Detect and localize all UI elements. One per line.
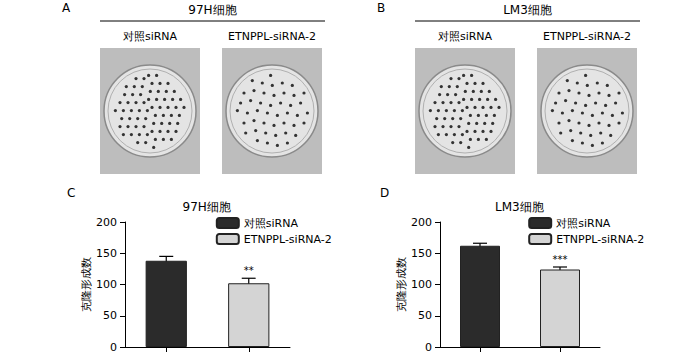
svg-text:C: C — [67, 186, 75, 200]
svg-text:ETNPPL-siRNA-2: ETNPPL-siRNA-2 — [228, 30, 316, 43]
svg-text:ETNPPL-siRNA-2: ETNPPL-siRNA-2 — [556, 233, 644, 246]
svg-text:ETNPPL-siRNA-2: ETNPPL-siRNA-2 — [244, 233, 332, 246]
svg-text:A: A — [62, 1, 71, 15]
svg-text:ETNPPL-siRNA-2: ETNPPL-siRNA-2 — [543, 30, 631, 43]
svg-text:克隆形成数: 克隆形成数 — [80, 257, 93, 312]
svg-text:***: *** — [553, 254, 568, 265]
svg-text:97H细胞: 97H细胞 — [188, 3, 236, 17]
svg-text:对照siRNA: 对照siRNA — [244, 217, 299, 230]
svg-text:**: ** — [244, 265, 254, 276]
svg-text:150: 150 — [96, 247, 117, 260]
svg-text:100: 100 — [411, 278, 432, 291]
svg-text:对照siRNA: 对照siRNA — [556, 217, 611, 230]
svg-text:LM3细胞: LM3细胞 — [503, 3, 552, 17]
svg-text:对照siRNA: 对照siRNA — [438, 30, 493, 43]
svg-text:克隆形成数: 克隆形成数 — [395, 257, 408, 312]
svg-text:100: 100 — [96, 278, 117, 291]
svg-text:50: 50 — [103, 309, 117, 322]
svg-text:0: 0 — [425, 341, 432, 354]
svg-text:B: B — [377, 1, 385, 15]
svg-text:0: 0 — [110, 341, 117, 354]
svg-text:50: 50 — [418, 309, 432, 322]
svg-text:97H细胞: 97H细胞 — [183, 200, 231, 214]
svg-text:200: 200 — [411, 216, 432, 229]
svg-text:200: 200 — [96, 216, 117, 229]
svg-text:对照siRNA: 对照siRNA — [123, 30, 178, 43]
svg-text:LM3细胞: LM3细胞 — [495, 200, 544, 214]
svg-text:150: 150 — [411, 247, 432, 260]
svg-text:D: D — [380, 186, 389, 200]
